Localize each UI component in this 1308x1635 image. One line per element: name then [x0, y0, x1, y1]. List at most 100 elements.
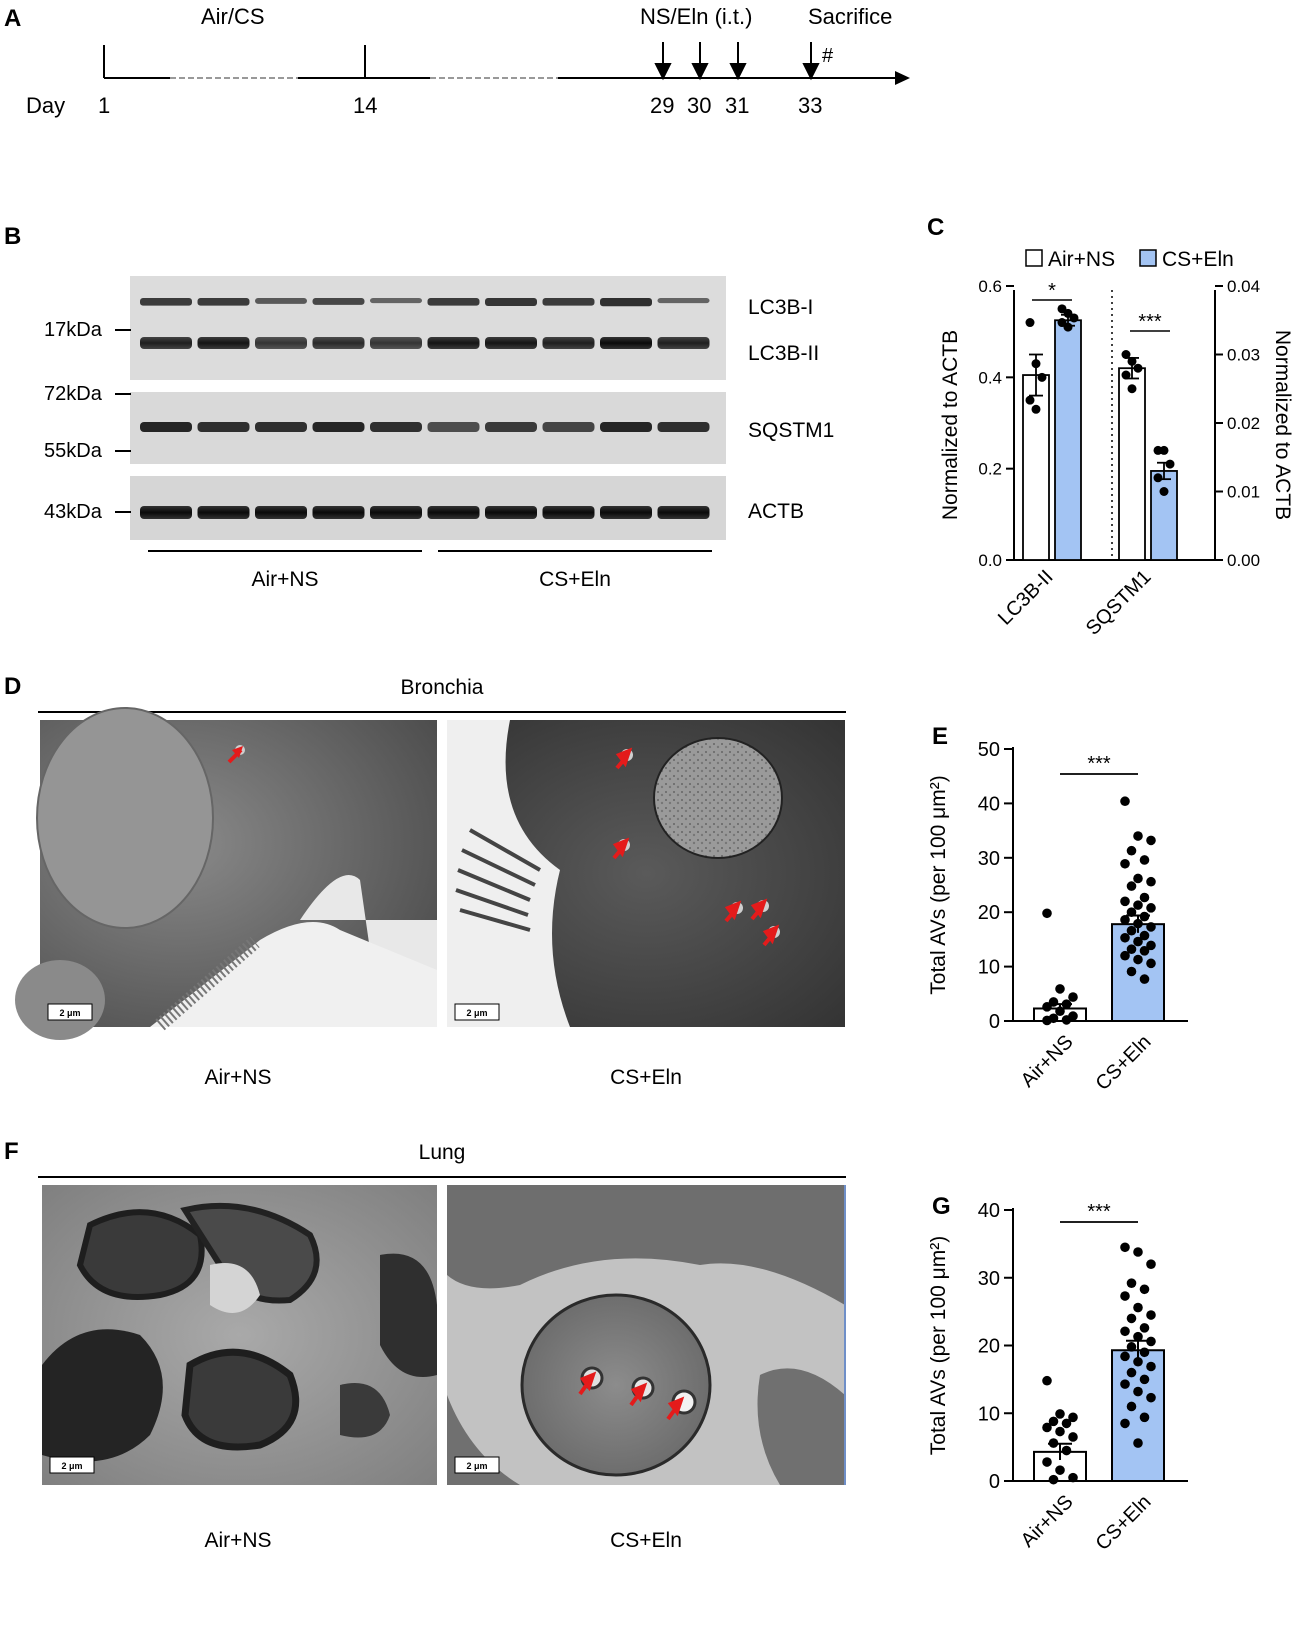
- band-actb: [657, 506, 710, 519]
- panel-label-e: E: [932, 723, 948, 750]
- band-lc3b-i: [312, 298, 365, 305]
- tem-lung-figure: F Lung 2 μm 2 μm Air+NS CS+Eln: [4, 1138, 846, 1552]
- timeline-arrowhead: [895, 71, 910, 85]
- data-point: [1139, 974, 1150, 984]
- data-point: [1031, 404, 1041, 414]
- data-point: [1146, 922, 1156, 932]
- y-axis-label: Total AVs (per 100 μm²): [930, 1236, 950, 1455]
- band-actb: [312, 506, 365, 519]
- chart-area-e: 0 10 20 30 40 50 Total AVs (per 100 μm²) Air+NS…: [930, 739, 1188, 1095]
- data-point: [1126, 1367, 1137, 1378]
- x-tick-label: CS+Eln: [1092, 1491, 1156, 1555]
- caption-cs-eln: CS+Eln: [610, 1066, 682, 1089]
- data-point: [1146, 1392, 1156, 1403]
- data-point: [1025, 395, 1035, 405]
- x-tick-label-lc3b-ii: LC3B-II: [994, 566, 1058, 630]
- data-point: [1061, 1445, 1072, 1456]
- data-point: [1042, 1375, 1052, 1386]
- left-tick-label: 0.4: [978, 368, 1002, 387]
- data-point: [1146, 903, 1156, 913]
- dose-arrows: [654, 42, 820, 81]
- band-lc3b-ii: [370, 337, 422, 349]
- band-lc3b-ii: [312, 337, 365, 349]
- tem-image-air-ns: [42, 1185, 437, 1485]
- bar-cs-eln: [1111, 1349, 1165, 1482]
- data-point: [1146, 1259, 1156, 1269]
- legend-label-air-ns: Air+NS: [1048, 248, 1115, 271]
- data-point: [1126, 1401, 1137, 1412]
- chart-area-g: 0 10 20 30 40 Total AVs (per 100 μm²) Air+NS CS…: [930, 1200, 1188, 1555]
- x-tick-label: Air+NS: [1017, 1491, 1078, 1552]
- data-point: [1159, 487, 1169, 496]
- data-point: [1146, 876, 1156, 887]
- band-actb: [485, 506, 537, 519]
- group-label-air-ns: Air+NS: [251, 568, 318, 591]
- data-point: [1133, 936, 1143, 947]
- band-lc3b-ii: [427, 337, 480, 349]
- exposure-label: Air/CS: [201, 4, 265, 29]
- data-point: [1068, 992, 1078, 1002]
- legend-swatch-cs-eln: [1139, 249, 1157, 267]
- x-tick-label-sqstm1: SQSTM1: [1082, 566, 1156, 640]
- data-point: [1139, 946, 1150, 956]
- data-point: [1126, 845, 1137, 856]
- data-point: [1048, 1438, 1059, 1448]
- band-sqstm1: [140, 422, 192, 432]
- x-tick-label: Air+NS: [1017, 1031, 1078, 1092]
- band-lc3b-ii: [485, 337, 537, 349]
- band-lc3b-ii: [657, 337, 710, 349]
- data-point: [1120, 950, 1130, 961]
- data-point: [1127, 356, 1137, 366]
- data-point: [1139, 1323, 1150, 1333]
- y-tick-label: 10: [978, 957, 1000, 979]
- data-point: [1120, 1242, 1130, 1253]
- data-point: [1126, 907, 1137, 917]
- data-point: [1063, 322, 1073, 332]
- y-tick-label: 40: [978, 1200, 1000, 1222]
- data-point: [1133, 1331, 1143, 1342]
- data-point: [1126, 925, 1137, 936]
- left-tick-label: 0.0: [978, 551, 1002, 570]
- band-sqstm1: [542, 422, 595, 432]
- treatment-label: NS/Eln (i.t.): [640, 4, 752, 29]
- band-actb: [427, 506, 480, 519]
- band-actb: [600, 506, 652, 519]
- timeline-figure: A Air/CS NS/Eln (i.t.) Sacrifice # Day 1…: [4, 4, 910, 118]
- group-label-cs-eln: CS+Eln: [539, 568, 611, 591]
- band-label-lc3b-i: LC3B-I: [748, 296, 813, 319]
- chart-panel-e: E 0 10 20 30 40 50 Total AVs (per 100 μm²) Air+…: [930, 723, 1188, 1095]
- data-point: [1146, 958, 1156, 969]
- band-label-lc3b-ii: LC3B-II: [748, 342, 819, 365]
- band-sqstm1: [427, 422, 480, 432]
- sig-stars: ***: [1087, 1201, 1111, 1223]
- panel-label-g: G: [932, 1193, 951, 1220]
- marker-72kda: 72kDa: [44, 383, 103, 405]
- data-point: [1120, 796, 1130, 807]
- data-point: [1146, 1361, 1156, 1372]
- band-actb: [140, 506, 192, 519]
- data-point: [1055, 1006, 1065, 1017]
- data-point: [1120, 1418, 1130, 1429]
- band-lc3b-i: [657, 298, 710, 304]
- data-point: [1146, 1310, 1156, 1320]
- data-point: [1127, 384, 1137, 394]
- scale-bar-label: 2 μm: [466, 1461, 487, 1471]
- data-point: [1055, 1426, 1065, 1437]
- left-y-axis-label: Normalized to ACTB: [939, 330, 962, 520]
- band-sqstm1: [370, 422, 422, 432]
- data-point: [1133, 1302, 1143, 1313]
- day-tick: 14: [353, 93, 377, 118]
- bar-air-ns: [1118, 367, 1146, 561]
- band-lc3b-i: [427, 298, 480, 306]
- data-point: [1146, 835, 1156, 846]
- data-point: [1068, 1432, 1078, 1442]
- band-actb: [370, 506, 422, 519]
- data-point: [1159, 445, 1169, 455]
- data-point: [1139, 1374, 1150, 1385]
- data-point: [1069, 313, 1079, 323]
- hash-mark: #: [822, 45, 834, 67]
- data-point: [1126, 944, 1137, 954]
- data-point: [1139, 911, 1150, 922]
- data-point: [1068, 1472, 1078, 1483]
- y-tick-label: 20: [978, 902, 1000, 924]
